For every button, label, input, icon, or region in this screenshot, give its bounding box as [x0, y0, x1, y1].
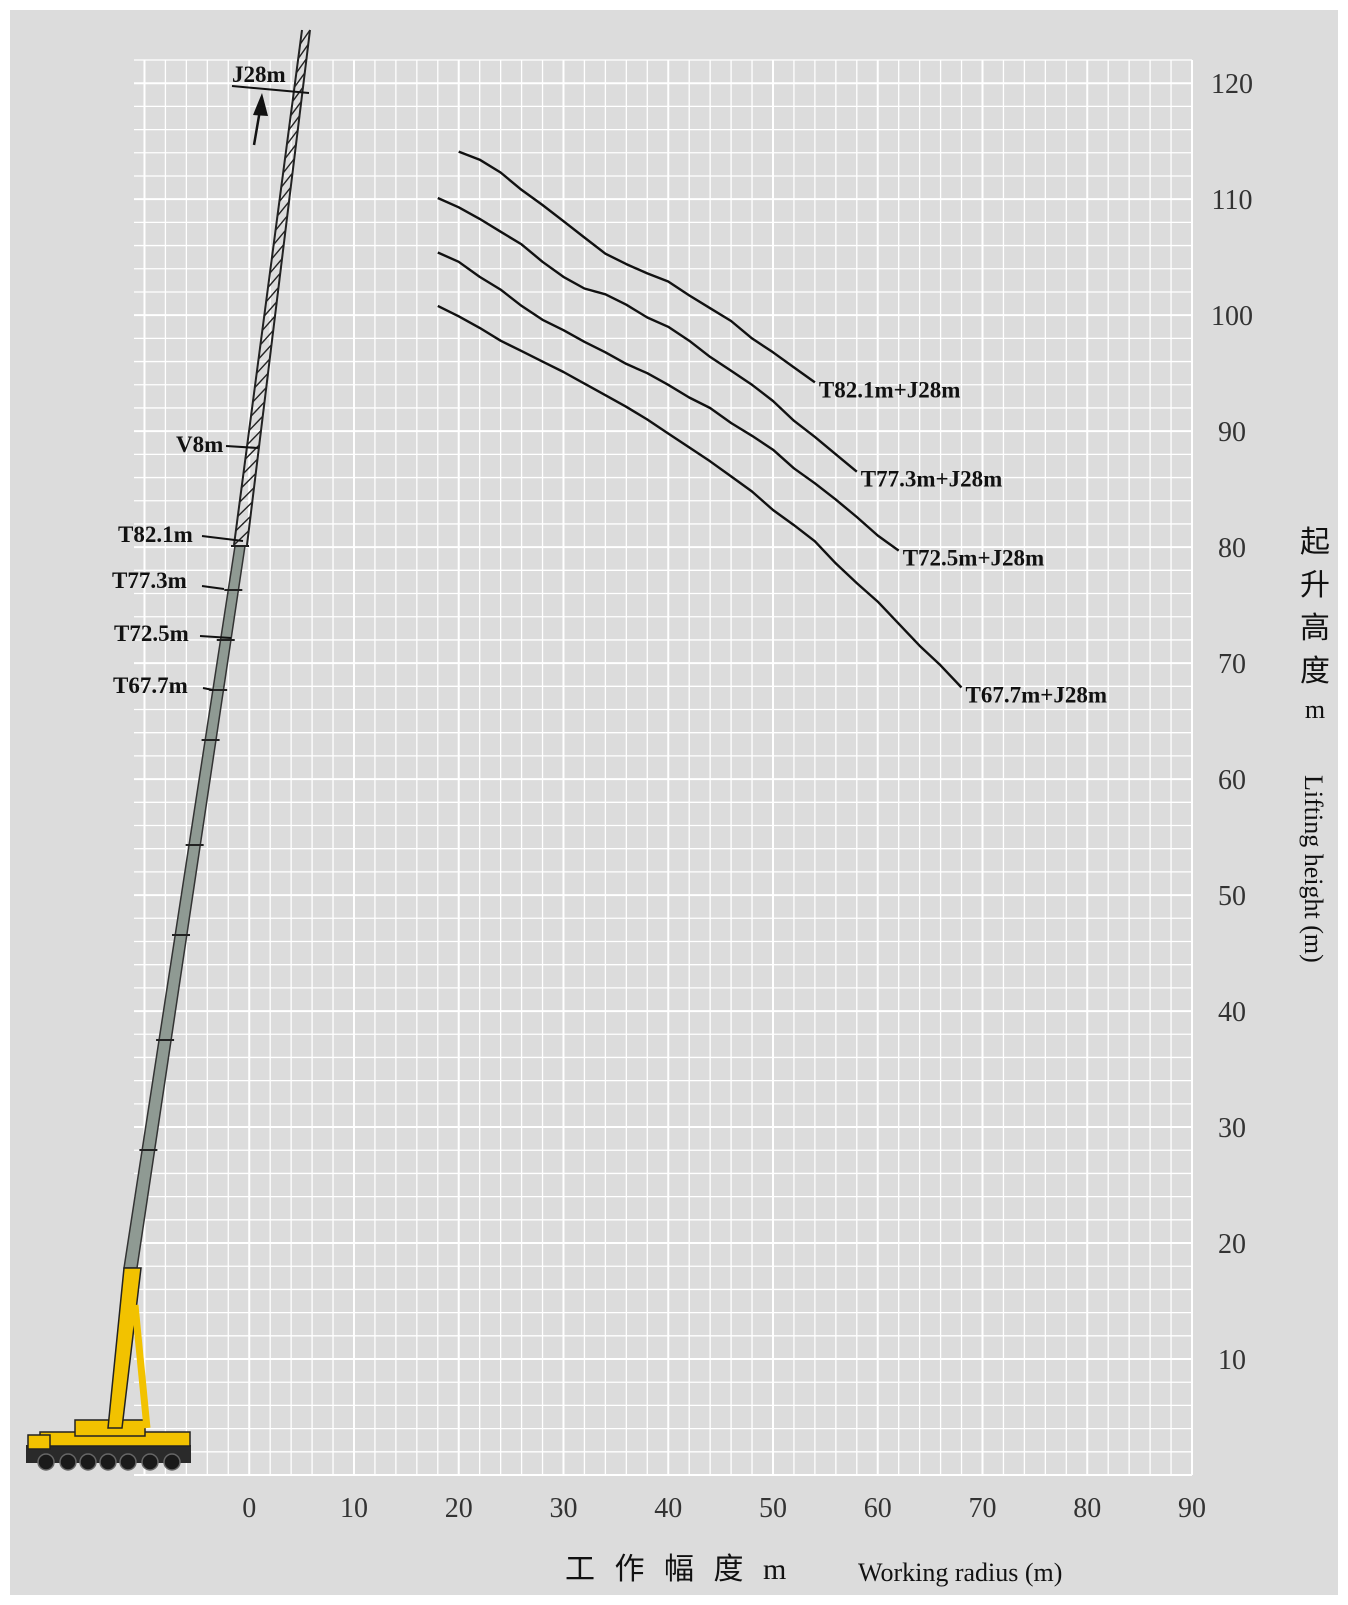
annotation-v8m: V8m [176, 432, 223, 457]
annotation-t82-1m: T82.1m [118, 522, 193, 547]
x-tick-label: 50 [759, 1493, 787, 1524]
x-tick-label: 20 [445, 1493, 473, 1524]
y-tick-label: 80 [1218, 533, 1246, 564]
y-tick-label: 30 [1218, 1113, 1246, 1144]
x-axis-title-cn: 工 作 幅 度 m [565, 1553, 792, 1586]
y-tick-label: 60 [1218, 765, 1246, 796]
wheel-icon [142, 1454, 158, 1470]
y-tick-label: 40 [1218, 997, 1246, 1028]
y-tick-label: 120 [1211, 69, 1253, 100]
annotation-t72-5m: T72.5m [114, 621, 189, 646]
x-tick-label: 60 [864, 1493, 892, 1524]
x-tick-label: 80 [1073, 1493, 1101, 1524]
series-label: T77.3m+J28m [861, 467, 1003, 492]
annotation-j28m: J28m [232, 62, 286, 87]
y-tick-label: 20 [1218, 1229, 1246, 1260]
y-axis-title-en: Lifting height (m) [1299, 775, 1328, 963]
y-axis-title-cn-char: 升 [1300, 569, 1330, 602]
wheel-icon [120, 1454, 136, 1470]
wheel-icon [60, 1454, 76, 1470]
x-tick-label: 0 [242, 1493, 256, 1524]
y-axis-title-cn-char: 高 [1300, 612, 1330, 645]
wheel-icon [100, 1454, 116, 1470]
y-tick-label: 100 [1211, 301, 1253, 332]
wheel-icon [38, 1454, 54, 1470]
x-tick-label: 70 [968, 1493, 996, 1524]
series-label: T72.5m+J28m [903, 546, 1045, 571]
carrier-cab [28, 1435, 50, 1449]
y-axis-title-cn-char: 度 [1300, 655, 1330, 688]
y-tick-label: 70 [1218, 649, 1246, 680]
annotation-t67-7m: T67.7m [113, 673, 188, 698]
x-tick-label: 90 [1178, 1493, 1206, 1524]
wheel-icon [164, 1454, 180, 1470]
y-axis-title-cn-char: 起 [1300, 526, 1330, 559]
x-axis-title-en: Working radius (m) [858, 1558, 1062, 1587]
x-tick-label: 30 [549, 1493, 577, 1524]
series-label: T67.7m+J28m [966, 682, 1108, 707]
y-tick-label: 50 [1218, 881, 1246, 912]
series-label: T82.1m+J28m [819, 377, 961, 402]
y-axis-title-cn-char: m [1305, 695, 1325, 724]
x-tick-label: 40 [654, 1493, 682, 1524]
annotation-t77-3m: T77.3m [112, 568, 187, 593]
y-tick-label: 110 [1212, 185, 1253, 216]
y-tick-label: 10 [1218, 1345, 1246, 1376]
y-tick-label: 90 [1218, 417, 1246, 448]
wheel-icon [80, 1454, 96, 1470]
x-tick-label: 10 [340, 1493, 368, 1524]
